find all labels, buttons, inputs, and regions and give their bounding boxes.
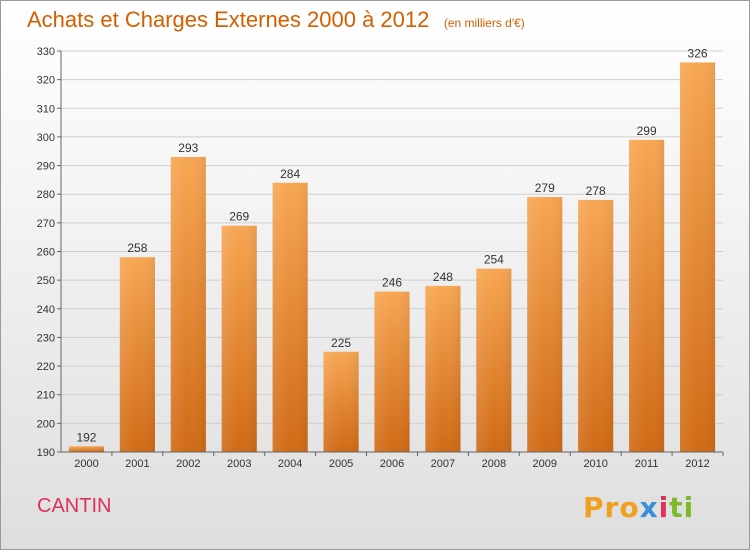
y-axis-ticks: 190 200 210 220 230 240 250 260 270 280 290 300 310 3…: [37, 46, 61, 459]
data-label: 299: [637, 124, 657, 138]
data-labels: 192 258 293 269 284 225 246 248 254 279 278 299 326: [76, 46, 707, 444]
bar-shine: [119, 257, 155, 452]
logo-part: Pro: [583, 491, 640, 524]
x-tick-label: 2005: [329, 458, 353, 470]
x-tick-label: 2004: [278, 458, 302, 470]
x-tick-label: 2010: [583, 458, 607, 470]
logo-part: ti: [669, 491, 695, 524]
x-tick-label: 2002: [176, 458, 200, 470]
y-tick-label: 240: [37, 304, 55, 316]
y-tick-label: 330: [37, 46, 55, 58]
y-tick-label: 200: [37, 418, 55, 430]
data-label: 278: [586, 184, 606, 198]
y-tick-label: 310: [37, 103, 55, 115]
y-tick-label: 220: [37, 361, 55, 373]
y-tick-label: 230: [37, 332, 55, 344]
bar-shine: [578, 199, 614, 452]
y-tick-label: 270: [37, 218, 55, 230]
data-label: 246: [382, 276, 402, 290]
proxiti-logo[interactable]: Proxiti: [583, 491, 694, 524]
bar-shine: [679, 62, 716, 452]
x-tick-label: 2012: [685, 458, 709, 470]
bar-shine: [374, 291, 410, 452]
chart-title: Achats et Charges Externes 2000 à 2012: [27, 7, 430, 32]
x-tick-label: 2009: [533, 458, 557, 470]
bar-shine: [425, 285, 461, 452]
bar-shine: [527, 197, 563, 452]
y-tick-label: 300: [37, 132, 55, 144]
y-tick-label: 250: [37, 275, 55, 287]
bar-shine: [221, 225, 257, 452]
bar-shine: [170, 156, 206, 452]
data-label: 254: [484, 253, 504, 267]
x-tick-label: 2007: [431, 458, 455, 470]
x-tick-label: 2008: [482, 458, 506, 470]
data-label: 293: [178, 141, 198, 155]
data-label: 192: [76, 430, 96, 444]
y-tick-label: 210: [37, 390, 55, 402]
x-tick-label: 2006: [380, 458, 404, 470]
x-tick-label: 2003: [227, 458, 251, 470]
y-tick-label: 290: [37, 161, 55, 173]
chart-unit: (en milliers d'€): [443, 16, 525, 30]
logo-part: i: [658, 491, 670, 524]
x-tick-label: 2001: [125, 458, 149, 470]
data-label: 279: [535, 181, 555, 195]
x-tick-label: 2000: [74, 458, 98, 470]
data-label: 269: [229, 210, 249, 224]
x-axis-ticks: 2000 2001 2002 2003 2004 2005 2006 2007 2008 2009…: [74, 452, 724, 470]
data-label: 326: [688, 46, 708, 60]
chart-title-block: Achats et Charges Externes 2000 à 2012 (…: [27, 7, 525, 33]
data-label: 258: [127, 241, 147, 255]
data-label: 248: [433, 270, 453, 284]
data-label: 284: [280, 167, 300, 181]
y-tick-label: 190: [37, 447, 55, 459]
bars: [68, 62, 716, 453]
bar-shine: [323, 351, 359, 452]
y-tick-label: 320: [37, 75, 55, 87]
data-label: 225: [331, 336, 351, 350]
y-tick-label: 280: [37, 189, 55, 201]
bar-shine: [629, 139, 665, 453]
bar-shine: [272, 182, 308, 452]
commune-name: CANTIN: [37, 495, 112, 517]
logo-part: x: [639, 491, 659, 524]
bar-shine: [476, 268, 512, 452]
bar-shine: [68, 446, 105, 452]
y-tick-label: 260: [37, 247, 55, 259]
x-tick-label: 2011: [635, 458, 659, 470]
